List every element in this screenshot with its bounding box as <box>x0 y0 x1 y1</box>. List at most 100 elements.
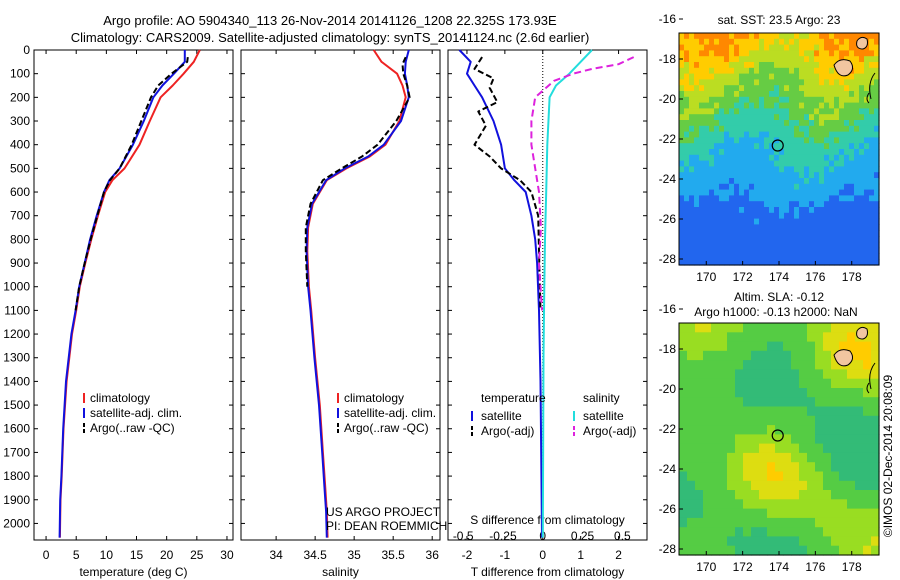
map-cell <box>699 125 705 133</box>
map-cell <box>869 50 875 57</box>
map-cell <box>791 462 800 473</box>
map-cell <box>814 259 820 266</box>
map-cell <box>704 44 710 51</box>
map-cell <box>695 471 704 482</box>
map-cell <box>859 114 865 121</box>
map-cell <box>789 166 795 173</box>
map-cell <box>854 212 860 220</box>
map-cell <box>744 114 750 121</box>
map-cell <box>719 517 728 528</box>
temperature-axes-box <box>33 49 234 541</box>
map-cell <box>779 166 785 173</box>
map-cell <box>794 259 800 266</box>
map-cell <box>834 259 840 266</box>
map-cell <box>764 247 770 254</box>
map-cell <box>863 527 872 538</box>
map-cell <box>754 102 760 109</box>
map-cell <box>859 143 865 150</box>
map-cell <box>794 102 800 109</box>
map-cell <box>829 62 835 69</box>
map-cell <box>679 241 685 249</box>
map-cell <box>775 545 784 556</box>
map-cell <box>724 62 730 69</box>
map-cell <box>774 149 780 156</box>
map-cell <box>759 108 765 115</box>
map-cell <box>759 183 765 191</box>
map-cell <box>739 137 745 144</box>
map-cell <box>714 137 720 144</box>
map-cell <box>874 160 880 167</box>
map-cell <box>704 247 710 254</box>
map-cell <box>711 452 720 463</box>
map-cell <box>839 189 845 196</box>
map-cell <box>729 137 735 144</box>
map-cell <box>719 114 725 121</box>
map-cell <box>814 108 820 115</box>
map-cell <box>709 96 715 104</box>
map-cell <box>859 247 865 254</box>
map-cell <box>807 527 816 538</box>
map-cell <box>729 56 735 63</box>
map-cell <box>859 154 865 162</box>
map-cell <box>774 218 780 225</box>
map-cell <box>704 149 710 156</box>
depth-tick-label: 1100 <box>4 303 30 317</box>
map-cell <box>814 149 820 156</box>
map-cell <box>775 332 784 343</box>
map-cell <box>849 241 855 249</box>
map-cell <box>789 247 795 254</box>
map-cell <box>689 85 695 92</box>
difference-series-targo <box>473 56 542 311</box>
map-cell <box>854 67 860 75</box>
map-cell <box>754 56 760 63</box>
map-cell <box>719 406 728 417</box>
map-cell <box>829 73 835 80</box>
map-cell <box>739 143 745 150</box>
map-cell <box>859 253 865 260</box>
map-cell <box>759 195 765 202</box>
map-cell <box>834 108 840 115</box>
map-cell <box>859 131 865 138</box>
map-cell <box>799 230 805 237</box>
map-cell <box>849 108 855 115</box>
map-cell <box>694 125 700 133</box>
map-cell <box>709 33 715 40</box>
map-cell <box>679 125 685 133</box>
map-cell <box>714 120 720 127</box>
map-cell <box>769 154 775 162</box>
map-cell <box>823 323 832 333</box>
map-cell <box>871 490 880 500</box>
map-cell <box>779 85 785 92</box>
map-cell <box>759 62 765 69</box>
map-cell <box>844 172 850 179</box>
map-cell <box>824 33 830 40</box>
map-cell <box>689 154 695 162</box>
map-cell <box>839 166 845 173</box>
map-cell <box>864 230 870 237</box>
map-cell <box>854 73 860 80</box>
map-cell <box>869 73 875 80</box>
map-cell <box>699 253 705 260</box>
map-cell <box>679 378 688 389</box>
map-cell <box>704 85 710 92</box>
map-cell <box>779 195 785 202</box>
map-cell <box>859 183 865 191</box>
map-cell <box>855 360 864 370</box>
map-cell <box>699 189 705 196</box>
map-cell <box>739 38 745 46</box>
map-cell <box>864 131 870 138</box>
map-cell <box>767 480 776 491</box>
map-cell <box>679 471 688 482</box>
map-cell <box>819 149 825 156</box>
map-cell <box>734 160 740 167</box>
map-cell <box>749 120 755 127</box>
map-cell <box>794 50 800 57</box>
map-cell <box>764 38 770 46</box>
map-cell <box>744 62 750 69</box>
map-cell <box>699 247 705 254</box>
map-cell <box>684 67 690 75</box>
map-cell <box>814 224 820 231</box>
map-cell <box>794 114 800 121</box>
map-cell <box>714 253 720 260</box>
map-cell <box>854 247 860 254</box>
